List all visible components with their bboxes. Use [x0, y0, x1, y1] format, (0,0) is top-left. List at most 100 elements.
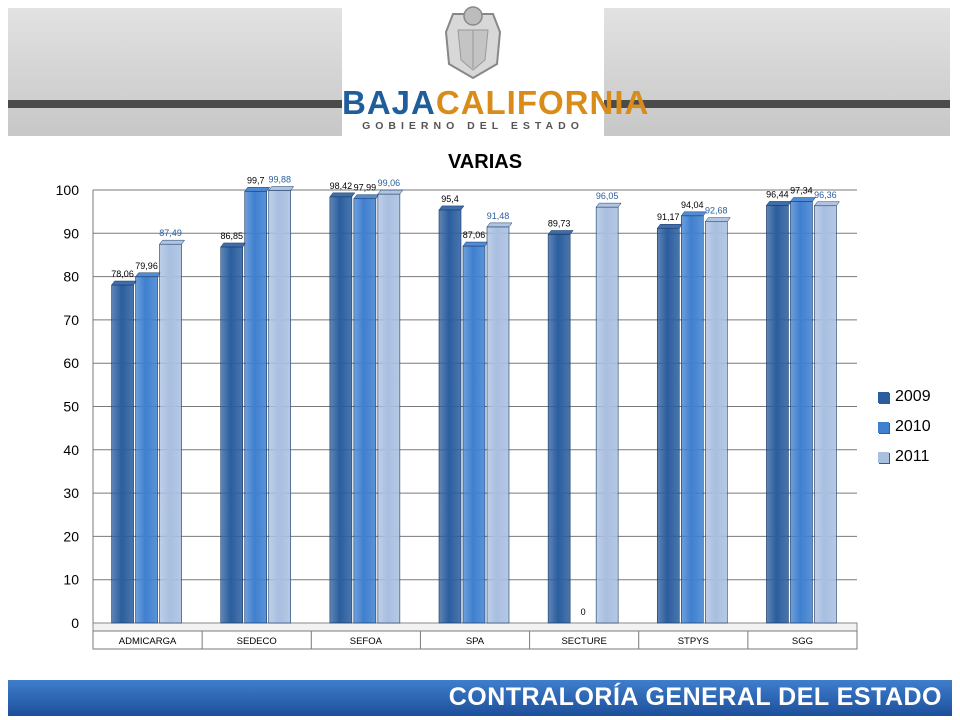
bar-top — [377, 189, 404, 195]
bar-top — [268, 186, 295, 191]
x-tick-label: SEDECO — [237, 636, 277, 647]
x-tick-label: ADMICARGA — [119, 636, 177, 647]
bar-top — [595, 202, 622, 208]
data-label: 96,05 — [596, 191, 619, 201]
x-tick-label: SECTURE — [561, 636, 606, 647]
y-tick-label: 80 — [63, 269, 79, 285]
logo-subtitle: GOBIERNO DEL ESTADO — [362, 120, 584, 132]
chart-title: VARIAS — [448, 151, 522, 173]
chart-floor — [92, 622, 858, 632]
data-label: 78,06 — [111, 269, 134, 279]
bar-chart: VARIAS 0 10 20 30 40 50 60 70 80 90 100 78,0679,96… — [56, 151, 858, 650]
bar-top — [244, 187, 271, 192]
bar — [462, 245, 486, 624]
bar — [244, 190, 268, 624]
bar — [595, 206, 619, 624]
legend-swatch — [878, 391, 889, 403]
logo: BAJACALIFORNIA GOBIERNO DEL ESTADO — [342, 2, 650, 136]
bar — [486, 226, 510, 624]
legend-swatch — [878, 451, 889, 463]
bar — [438, 209, 462, 624]
bar-top — [765, 201, 792, 206]
data-label: 95,4 — [441, 194, 459, 204]
bar-top — [111, 280, 138, 286]
bar-top — [547, 230, 574, 235]
y-tick-label: 70 — [63, 312, 79, 328]
legend-swatch — [878, 421, 889, 433]
bar — [814, 205, 837, 624]
data-label: 99,06 — [378, 178, 401, 188]
x-tick-label: SPA — [466, 636, 485, 647]
bar — [377, 193, 401, 624]
bar-top — [813, 201, 840, 207]
legend-label: 2009 — [895, 388, 931, 405]
data-label: 92,68 — [705, 206, 728, 216]
y-tick-label: 40 — [63, 442, 79, 458]
bar — [704, 221, 728, 624]
data-label: 79,96 — [135, 261, 158, 271]
data-label: 0 — [581, 607, 586, 617]
y-tick-label: 100 — [56, 182, 80, 198]
y-tick-label: 50 — [63, 399, 79, 415]
data-label: 98,42 — [330, 181, 353, 191]
x-tick-label: STPYS — [678, 636, 709, 647]
bar — [353, 198, 377, 624]
data-label: 87,06 — [463, 230, 486, 240]
bar — [547, 234, 571, 624]
bars — [111, 186, 840, 624]
legend-label: 2011 — [895, 448, 930, 465]
data-label: 99,88 — [268, 175, 291, 185]
bar — [329, 196, 353, 624]
bar-top — [680, 211, 707, 217]
x-tick-label: SEFOA — [350, 636, 383, 647]
x-axis-box — [92, 630, 858, 650]
bar-top — [329, 192, 356, 198]
data-label: 97,34 — [790, 186, 813, 196]
footer-banner: CONTRALORÍA GENERAL DEL ESTADO — [8, 680, 952, 716]
legend: 2009 2010 2011 — [878, 382, 931, 472]
data-label: 91,17 — [657, 212, 680, 222]
y-tick-label: 10 — [63, 572, 79, 588]
data-label: 96,44 — [766, 189, 789, 199]
y-tick-label: 30 — [63, 485, 79, 501]
bar-top — [704, 217, 731, 222]
bar — [111, 284, 134, 624]
bar-top — [789, 197, 816, 202]
y-axis: 0 10 20 30 40 50 60 70 80 90 100 — [56, 182, 94, 631]
data-label: 89,73 — [548, 218, 571, 228]
bar-top — [438, 205, 465, 211]
logo-wordmark: BAJACALIFORNIA — [342, 84, 650, 121]
data-label: 94,04 — [681, 200, 704, 210]
y-tick-label: 0 — [71, 615, 79, 631]
data-label: 99,7 — [247, 175, 265, 185]
data-label: 86,85 — [220, 231, 243, 241]
bar — [680, 215, 704, 624]
bar-top — [159, 239, 186, 245]
data-label: 91,48 — [487, 211, 510, 221]
coat-of-arms-icon — [444, 6, 502, 80]
bar-top — [486, 222, 513, 228]
bar — [220, 246, 244, 624]
legend-item: 2011 — [878, 442, 931, 472]
bar — [135, 276, 158, 624]
bar — [268, 190, 292, 624]
x-axis: ADMICARGA SEDECO SEFOA SPA SECTURE STPYS SGG — [92, 630, 858, 650]
bar-top — [353, 194, 380, 199]
x-tick-label: SGG — [792, 636, 813, 647]
bar-top — [220, 242, 247, 248]
bar — [766, 205, 789, 624]
bar — [790, 201, 813, 624]
bar-top — [135, 272, 162, 278]
bar-top — [656, 223, 683, 229]
y-tick-label: 20 — [63, 528, 79, 544]
legend-item: 2009 — [878, 382, 931, 412]
y-tick-label: 90 — [63, 225, 79, 241]
y-tick-label: 60 — [63, 355, 79, 371]
legend-item: 2010 — [878, 412, 931, 442]
data-label: 87,49 — [159, 228, 182, 238]
footer-title: CONTRALORÍA GENERAL DEL ESTADO — [448, 683, 942, 711]
data-label: 96,36 — [814, 190, 837, 200]
bar-top — [462, 241, 489, 247]
bar — [656, 227, 680, 624]
